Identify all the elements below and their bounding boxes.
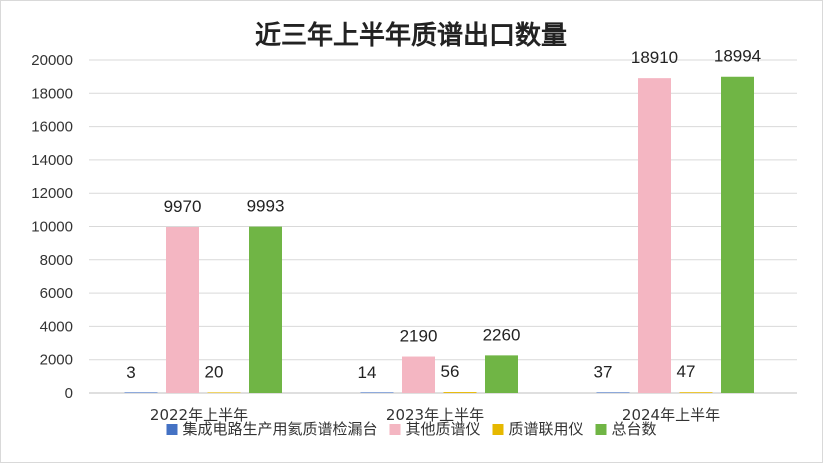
bar [402, 356, 435, 393]
data-label: 47 [677, 362, 696, 381]
bar [679, 392, 713, 393]
bars [124, 76, 754, 393]
y-tick-label: 18000 [31, 85, 73, 102]
bar [485, 355, 518, 393]
bar [443, 392, 477, 393]
bar [166, 226, 199, 393]
y-tick-label: 20000 [31, 52, 73, 69]
data-label: 56 [441, 362, 460, 381]
data-label: 14 [358, 363, 377, 382]
y-axis-ticks: 0 2000 4000 6000 8000 10000 12000 14000 16000 180… [31, 52, 73, 402]
chart-title: 近三年上半年质谱出口数量 [255, 20, 567, 51]
legend-label: 总台数 [612, 420, 657, 438]
y-tick-label: 2000 [40, 352, 73, 369]
y-tick-label: 12000 [31, 185, 73, 202]
bar [721, 76, 754, 393]
bar [249, 226, 282, 393]
y-tick-label: 16000 [31, 119, 73, 136]
legend-swatch [492, 424, 504, 435]
data-label: 9993 [247, 197, 285, 216]
data-label: 3 [126, 363, 135, 382]
bar [207, 392, 241, 393]
bar [638, 78, 671, 393]
y-tick-label: 0 [65, 385, 73, 402]
y-tick-label: 6000 [40, 285, 73, 302]
legend-label: 质谱联用仪 [509, 420, 584, 438]
data-label: 18994 [714, 47, 761, 66]
y-tick-label: 14000 [31, 152, 73, 169]
bar [124, 392, 158, 393]
legend-label: 集成电路生产用氦质谱检漏台 [183, 420, 378, 438]
data-label: 2190 [400, 327, 438, 346]
bar [360, 392, 394, 393]
legend: 集成电路生产用氦质谱检漏台 其他质谱仪 质谱联用仪 总台数 [166, 420, 657, 438]
data-label: 37 [594, 362, 613, 381]
x-axis-categories: 2022年上半年 2023年上半年 2024年上半年 [150, 406, 720, 424]
legend-swatch [389, 424, 401, 435]
y-tick-label: 8000 [40, 252, 73, 269]
x-category-label: 2022年上半年 [150, 406, 248, 424]
data-label: 20 [205, 363, 224, 382]
grid-lines [89, 59, 797, 394]
data-label: 9970 [164, 197, 202, 216]
bar [596, 392, 630, 393]
legend-swatch [166, 424, 178, 435]
y-tick-label: 4000 [40, 318, 73, 335]
data-label: 18910 [631, 48, 678, 67]
legend-label: 其他质谱仪 [406, 420, 481, 438]
x-category-label: 2024年上半年 [622, 406, 720, 424]
y-tick-label: 10000 [31, 219, 73, 236]
x-category-label: 2023年上半年 [386, 406, 484, 424]
legend-swatch [595, 424, 607, 435]
data-label: 2260 [483, 325, 521, 344]
